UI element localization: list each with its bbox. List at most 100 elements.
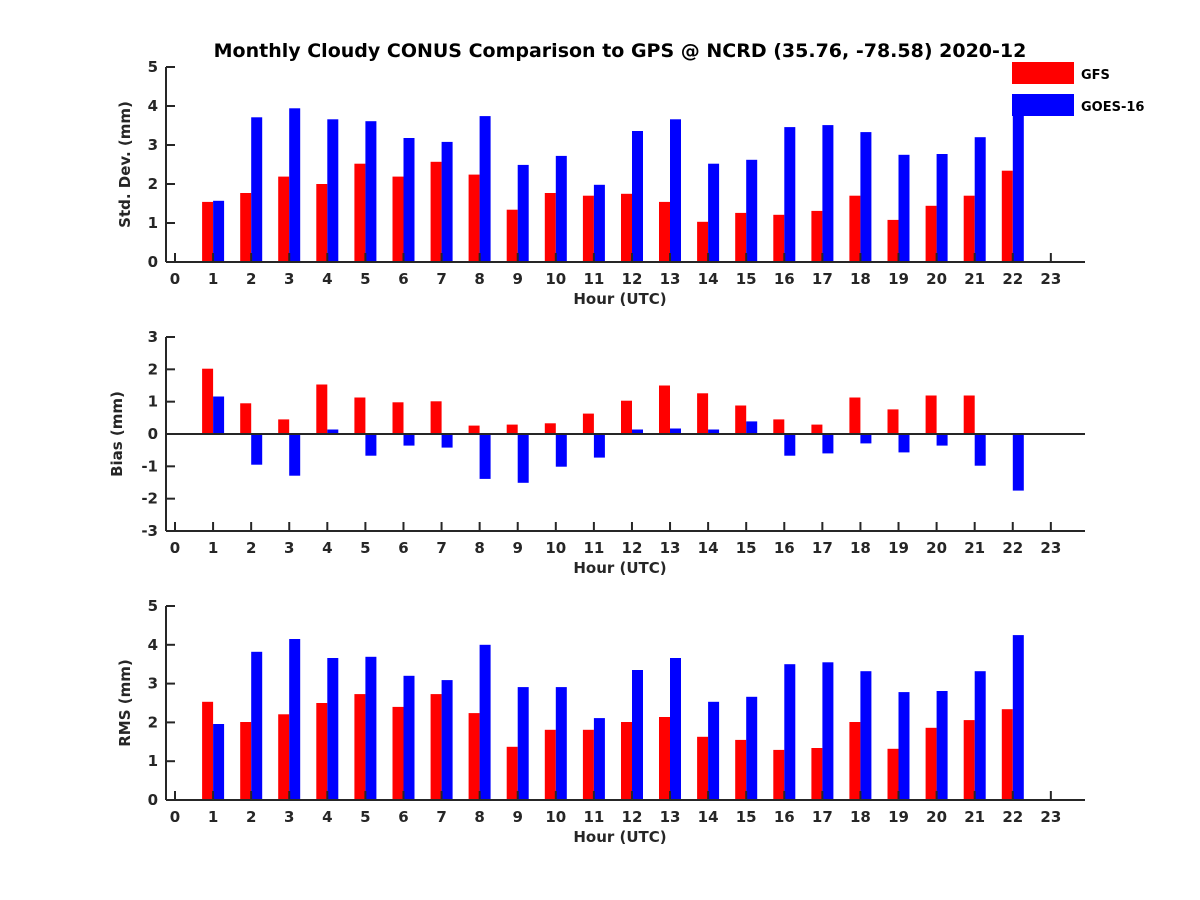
bar-gfs-hour-14	[697, 736, 709, 800]
bar-goes16-hour-1	[213, 724, 225, 800]
bar-goes16-hour-14	[708, 429, 720, 434]
bar-goes16-hour-18	[860, 132, 872, 262]
x-tick-label: 3	[284, 539, 294, 557]
x-tick-label: 22	[1002, 539, 1023, 557]
x-tick-label: 1	[208, 539, 218, 557]
bar-gfs-hour-20	[925, 727, 937, 800]
y-tick-label: 2	[148, 360, 158, 378]
x-tick-label: 0	[170, 270, 180, 288]
y-tick-label: 0	[148, 425, 158, 443]
x-tick-label: 13	[660, 539, 681, 557]
bar-gfs-hour-15	[735, 739, 747, 800]
bar-goes16-hour-6	[403, 434, 415, 446]
bar-gfs-hour-21	[963, 195, 975, 262]
y-tick-label: 3	[148, 136, 158, 154]
bar-gfs-hour-7	[430, 401, 442, 434]
bar-gfs-hour-21	[963, 395, 975, 434]
bar-goes16-hour-3	[289, 434, 301, 476]
x-tick-label: 5	[360, 539, 370, 557]
bar-goes16-hour-13	[670, 428, 681, 434]
x-tick-label: 16	[774, 808, 795, 826]
bar-gfs-hour-2	[240, 722, 252, 800]
x-tick-label: 6	[398, 539, 408, 557]
bar-goes16-hour-5	[365, 656, 377, 800]
bar-gfs-hour-10	[544, 193, 556, 262]
bar-gfs-hour-9	[506, 424, 518, 434]
x-tick-label: 11	[583, 270, 604, 288]
bar-goes16-hour-6	[403, 675, 415, 800]
x-tick-label: 21	[964, 270, 985, 288]
x-tick-label: 14	[698, 808, 719, 826]
x-tick-label: 17	[812, 270, 833, 288]
x-tick-label: 17	[812, 808, 833, 826]
bar-goes16-hour-19	[898, 434, 910, 453]
bar-goes16-hour-9	[517, 687, 529, 800]
x-axis-label: Hour (UTC)	[573, 559, 666, 577]
bar-gfs-hour-7	[430, 161, 442, 262]
legend-swatch-gfs	[1012, 62, 1074, 84]
bar-gfs-hour-19	[887, 409, 899, 434]
bar-gfs-hour-20	[925, 205, 937, 262]
x-tick-label: 9	[513, 270, 523, 288]
y-axis-label: Bias (mm)	[108, 391, 126, 477]
bar-goes16-hour-17	[822, 125, 834, 262]
bar-goes16-hour-21	[974, 434, 986, 466]
y-tick-label: 1	[148, 214, 158, 232]
bar-gfs-hour-18	[849, 397, 861, 434]
x-tick-label: 20	[926, 808, 947, 826]
bar-gfs-hour-2	[240, 193, 252, 262]
bar-goes16-hour-10	[555, 687, 567, 800]
bar-gfs-hour-12	[621, 193, 632, 263]
bar-goes16-hour-13	[670, 119, 681, 262]
bar-goes16-hour-22	[1012, 111, 1024, 262]
bar-gfs-hour-9	[506, 209, 518, 262]
legend-label-gfs: GFS	[1081, 68, 1110, 83]
x-tick-label: 8	[474, 808, 484, 826]
x-tick-label: 8	[474, 270, 484, 288]
x-tick-label: 4	[322, 808, 332, 826]
bar-gfs-hour-17	[811, 210, 823, 262]
bar-goes16-hour-12	[632, 131, 643, 262]
legend-label-goes16: GOES-16	[1081, 100, 1144, 115]
y-tick-label: 1	[148, 393, 158, 411]
bar-goes16-hour-11	[593, 718, 605, 800]
bar-goes16-hour-16	[784, 664, 796, 800]
bar-gfs-hour-11	[582, 413, 594, 434]
x-tick-label: 1	[208, 270, 218, 288]
bar-goes16-hour-20	[936, 154, 948, 262]
x-tick-label: 22	[1002, 808, 1023, 826]
bar-goes16-hour-22	[1012, 434, 1024, 491]
bar-goes16-hour-20	[936, 434, 948, 446]
bar-goes16-hour-7	[441, 680, 453, 800]
bar-goes16-hour-12	[632, 670, 643, 800]
bar-goes16-hour-17	[822, 434, 834, 454]
x-tick-label: 5	[360, 270, 370, 288]
y-axis-label: RMS (mm)	[116, 659, 134, 746]
y-tick-label: 0	[148, 791, 158, 809]
x-tick-label: 16	[774, 270, 795, 288]
x-tick-label: 2	[246, 270, 256, 288]
x-tick-label: 5	[360, 808, 370, 826]
bar-goes16-hour-7	[441, 434, 453, 448]
bar-goes16-hour-1	[213, 200, 225, 262]
bar-gfs-hour-13	[659, 201, 670, 262]
bar-goes16-hour-1	[213, 396, 225, 434]
x-tick-label: 19	[888, 539, 909, 557]
bar-goes16-hour-9	[517, 434, 529, 483]
bar-goes16-hour-20	[936, 691, 948, 800]
bar-gfs-hour-15	[735, 405, 747, 434]
bar-gfs-hour-2	[240, 403, 252, 434]
y-tick-label: 1	[148, 752, 158, 770]
bar-goes16-hour-9	[517, 164, 529, 262]
bar-goes16-hour-18	[860, 671, 872, 800]
bar-gfs-hour-3	[278, 714, 290, 800]
bar-gfs-hour-16	[773, 749, 785, 800]
bar-gfs-hour-18	[849, 722, 861, 800]
bar-goes16-hour-7	[441, 141, 453, 262]
x-axis-label: Hour (UTC)	[573, 290, 666, 308]
bar-goes16-hour-5	[365, 121, 377, 262]
x-tick-label: 2	[246, 539, 256, 557]
y-axis-label: Std. Dev. (mm)	[116, 101, 134, 228]
bar-goes16-hour-8	[479, 644, 491, 800]
